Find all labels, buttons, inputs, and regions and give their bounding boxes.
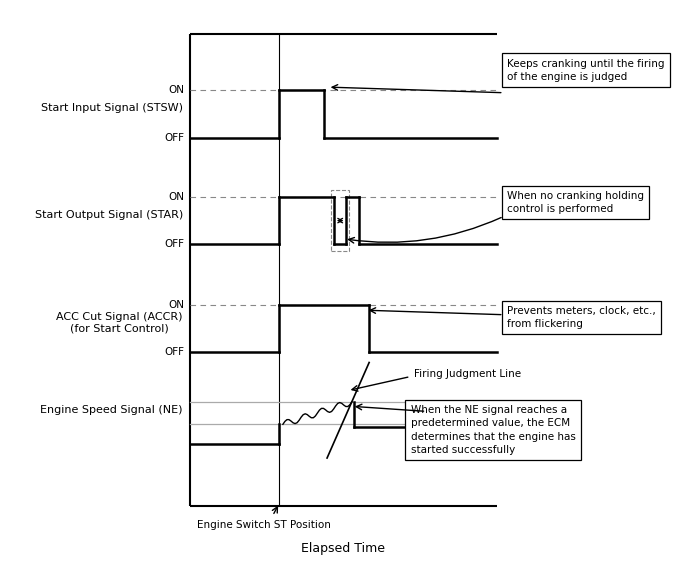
Text: Firing Judgment Line: Firing Judgment Line bbox=[414, 369, 521, 379]
Text: ON: ON bbox=[168, 300, 184, 310]
Bar bbox=[331, 190, 349, 251]
Text: OFF: OFF bbox=[164, 347, 184, 357]
Text: Start Input Signal (STSW): Start Input Signal (STSW) bbox=[41, 103, 183, 113]
Text: ON: ON bbox=[168, 192, 184, 202]
Text: OFF: OFF bbox=[164, 133, 184, 143]
Text: When no cranking holding
control is performed: When no cranking holding control is perf… bbox=[507, 191, 644, 214]
Text: Prevents meters, clock, etc.,
from flickering: Prevents meters, clock, etc., from flick… bbox=[507, 306, 656, 329]
Text: OFF: OFF bbox=[164, 239, 184, 250]
Text: Engine Speed Signal (NE): Engine Speed Signal (NE) bbox=[40, 405, 183, 415]
Text: When the NE signal reaches a
predetermined value, the ECM
determines that the en: When the NE signal reaches a predetermin… bbox=[411, 405, 575, 455]
Text: Engine Switch ST Position: Engine Switch ST Position bbox=[197, 520, 331, 530]
Text: ON: ON bbox=[168, 85, 184, 95]
Text: Elapsed Time: Elapsed Time bbox=[302, 542, 385, 555]
Text: ACC Cut Signal (ACCR)
(for Start Control): ACC Cut Signal (ACCR) (for Start Control… bbox=[57, 312, 183, 334]
Text: Keeps cranking until the firing
of the engine is judged: Keeps cranking until the firing of the e… bbox=[507, 58, 664, 82]
Text: Start Output Signal (STAR): Start Output Signal (STAR) bbox=[34, 210, 183, 220]
